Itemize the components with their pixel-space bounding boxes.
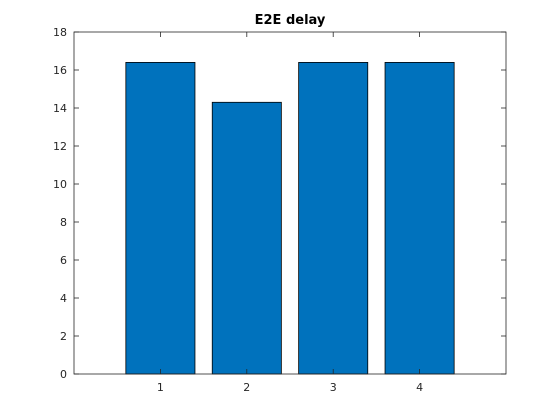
bar-1: [125, 62, 196, 375]
y-tick-label: 8: [60, 216, 67, 229]
y-tick-label: 16: [53, 64, 67, 77]
y-tick-label: 2: [60, 330, 67, 343]
bar-4: [384, 62, 455, 375]
y-tick-label: 4: [60, 292, 67, 305]
x-tick-label: 4: [416, 381, 423, 394]
y-tick-label: 14: [53, 102, 67, 115]
plot-frame: [73, 31, 507, 375]
y-axis: 0 2 4 6 8 10 12 14 16 18: [53, 26, 506, 381]
chart-title: E2E delay: [255, 13, 326, 28]
bars-layer: [125, 62, 455, 375]
x-tick-label: 2: [243, 381, 250, 394]
bar-2: [211, 101, 282, 375]
x-tick-label: 1: [157, 381, 164, 394]
x-tick-label: 3: [330, 381, 337, 394]
y-tick-label: 18: [53, 26, 67, 39]
y-tick-label: 6: [60, 254, 67, 267]
y-tick-label: 10: [53, 178, 67, 191]
y-tick-label: 0: [60, 368, 67, 381]
x-axis: 1 2 3 4: [157, 32, 423, 394]
y-tick-label: 12: [53, 140, 67, 153]
bar-3: [298, 62, 369, 375]
